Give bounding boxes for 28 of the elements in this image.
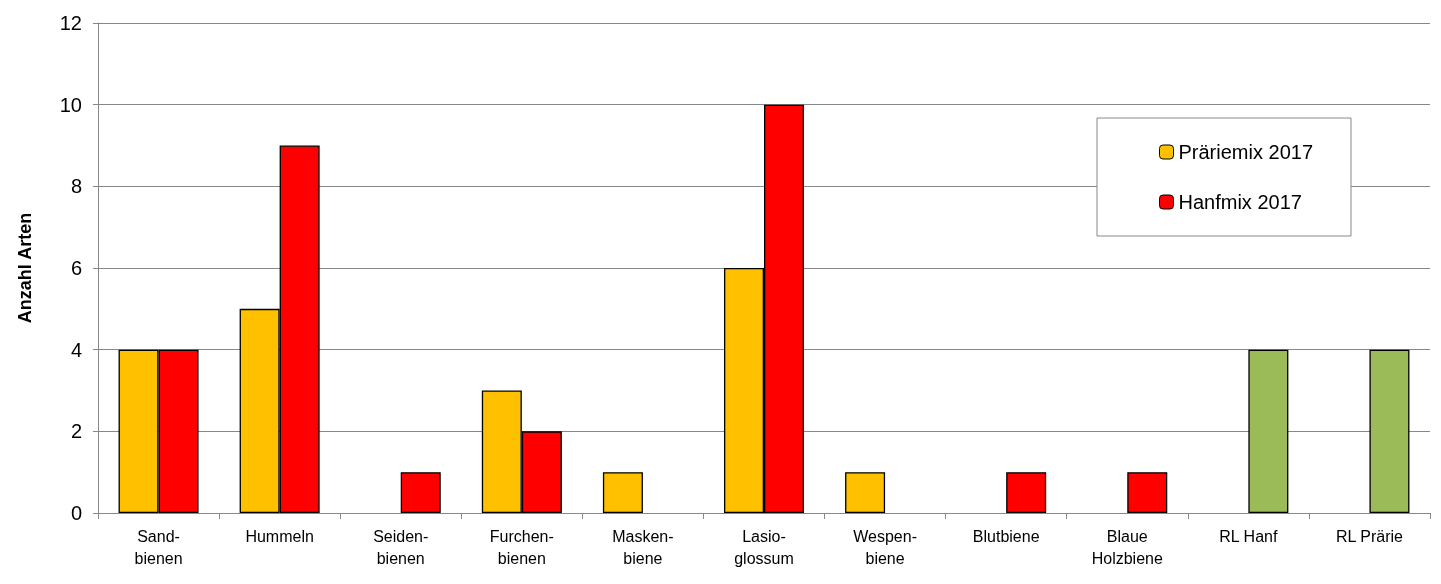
bar xyxy=(1006,472,1047,513)
y-tick-label: 2 xyxy=(70,420,82,443)
x-tick-label: Blaue Holzbiene xyxy=(1091,527,1163,567)
x-tick-label: Furchen- bienen xyxy=(489,527,554,567)
x-tick-label: Masken- biene xyxy=(612,527,674,567)
x-tick-label: Sand- bienen xyxy=(134,527,183,567)
x-tick-label: Seiden- bienen xyxy=(373,527,429,567)
x-tick-label: RL Prärie xyxy=(1335,527,1404,545)
y-tick-label: 4 xyxy=(70,338,82,361)
legend-label: Hanfmix 2017 xyxy=(1178,191,1302,213)
bar xyxy=(1248,349,1289,513)
bar xyxy=(845,472,886,513)
x-tick-label: Lasio- glossum xyxy=(734,527,794,567)
bar xyxy=(400,472,441,513)
legend-label: Präriemix 2017 xyxy=(1178,141,1314,163)
y-axis-title: Anzahl Arten xyxy=(15,212,35,324)
y-tick-label: 6 xyxy=(70,257,82,279)
y-tick-label: 8 xyxy=(70,175,82,198)
x-tick-label: Wespen- biene xyxy=(853,527,917,567)
bar xyxy=(602,472,643,513)
y-tick-label: 12 xyxy=(59,12,82,34)
x-tick-label: Blutbiene xyxy=(972,527,1040,545)
bar xyxy=(1127,472,1168,513)
bar xyxy=(1369,349,1410,513)
x-tick-label: RL Hanf xyxy=(1219,527,1278,545)
y-tick-label: 10 xyxy=(59,93,82,116)
x-tick-label: Hummeln xyxy=(245,527,314,545)
y-tick-label: 0 xyxy=(70,502,82,524)
